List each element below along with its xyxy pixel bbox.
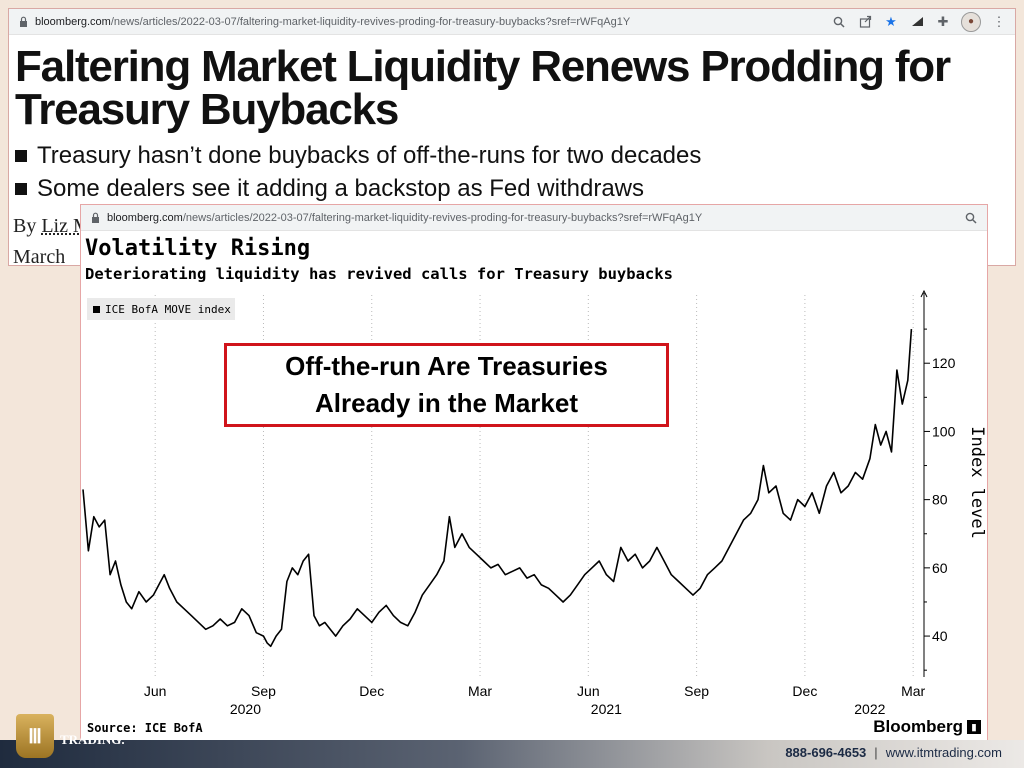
extensions-puzzle-icon[interactable]: ✚ (937, 13, 949, 29)
chart-browser-window: bloomberg.com/news/articles/2022-03-07/f… (80, 204, 988, 742)
x-year-label: 2021 (591, 701, 622, 717)
bullet-text: Some dealers see it adding a backstop as… (37, 175, 644, 202)
y-tick-label: 60 (932, 560, 948, 576)
byline-prefix: By (13, 215, 37, 237)
x-year-label: 2020 (230, 701, 261, 717)
bookmark-star-icon[interactable]: ★ (885, 13, 897, 29)
footer-contact: 888-696-4653 | www.itmtrading.com (785, 745, 1002, 760)
url-path: /news/articles/2022-03-07/faltering-mark… (182, 211, 703, 224)
chart-source: Source: ICE BofA (87, 721, 203, 735)
share-icon[interactable] (857, 14, 873, 30)
url-text[interactable]: bloomberg.com/news/articles/2022-03-07/f… (107, 212, 963, 224)
x-tick-label: Sep (684, 683, 709, 699)
bloomberg-brand: Bloomberg ▮ (873, 717, 981, 737)
x-tick-label: Dec (359, 683, 384, 699)
zoom-icon[interactable] (963, 210, 979, 226)
menu-icon[interactable]: ⋮ (992, 13, 1006, 29)
callout-line-2: Already in the Market (315, 388, 578, 418)
bullet-square-icon (15, 149, 27, 162)
x-tick-label: Mar (468, 683, 492, 699)
bullet-item: Treasury hasn’t done buybacks of off-the… (15, 139, 1015, 172)
address-bar[interactable]: bloomberg.com/news/articles/2022-03-07/f… (9, 9, 1015, 35)
bullet-square-icon (15, 182, 27, 195)
lock-icon (89, 212, 101, 224)
author-link[interactable]: Liz M (41, 215, 91, 237)
move-index-chart: 40 60 80 100 120 Index level Jun Sep Dec Mar Jun Se… (82, 289, 987, 717)
legend-label: ICE BofA MOVE index (105, 302, 231, 316)
bloomberg-logo-icon: ▮ (967, 720, 981, 734)
chart-title: Volatility Rising (85, 236, 311, 261)
url-host: bloomberg.com (107, 211, 183, 224)
bullet-text: Treasury hasn’t done buybacks of off-the… (37, 142, 702, 169)
publish-date: March (9, 242, 1015, 266)
legend-swatch (93, 305, 100, 313)
y-tick-label: 120 (932, 355, 956, 371)
callout-line-1: Off-the-run Are Treasuries (285, 351, 608, 381)
x-tick-label: Mar (901, 683, 925, 699)
chart-address-bar[interactable]: bloomberg.com/news/articles/2022-03-07/f… (81, 205, 987, 231)
lock-icon (17, 16, 29, 28)
chart-legend: ICE BofA MOVE index (87, 298, 235, 320)
x-tick-label: Jun (144, 683, 167, 699)
brand-name: Bloomberg (873, 717, 963, 736)
divider: | (874, 745, 878, 760)
phone-number[interactable]: 888-696-4653 (785, 745, 867, 760)
x-tick-label: Dec (792, 683, 817, 699)
itm-emblem-icon: Ⅲ (16, 714, 54, 758)
series-line-move-index (82, 329, 913, 648)
url-text[interactable]: bloomberg.com/news/articles/2022-03-07/f… (35, 16, 831, 28)
x-tick-label: Sep (251, 683, 276, 699)
logo-wordmark: TRADING. (60, 732, 125, 747)
url-host: bloomberg.com (35, 15, 111, 28)
date-text: March (13, 246, 66, 266)
x-tick-label: Jun (577, 683, 600, 699)
annotation-callout: Off-the-run Are Treasuries Already in th… (224, 343, 669, 427)
x-year-label: 2022 (854, 701, 885, 717)
bullet-item: Some dealers see it adding a backstop as… (15, 172, 1015, 205)
signal-icon[interactable] (909, 14, 925, 30)
byline: By Liz M (9, 205, 1015, 242)
chart-subtitle: Deteriorating liquidity has revived call… (85, 265, 673, 283)
y-tick-label: 80 (932, 492, 948, 508)
footer-bar: 888-696-4653 | www.itmtrading.com (0, 740, 1024, 768)
itm-trading-logo: Ⅲ TRADING. (16, 714, 125, 758)
y-axis-label: Index level (967, 426, 987, 539)
profile-avatar[interactable]: ● (961, 11, 981, 32)
article-bullets: Treasury hasn’t done buybacks of off-the… (9, 131, 1015, 205)
y-axis-arrow (920, 289, 928, 298)
website-link[interactable]: www.itmtrading.com (885, 745, 1002, 760)
article-headline: Faltering Market Liquidity Renews Proddi… (15, 42, 951, 134)
zoom-icon[interactable] (831, 14, 847, 30)
url-path: /news/articles/2022-03-07/faltering-mark… (110, 15, 631, 28)
y-tick-label: 100 (932, 423, 956, 439)
y-tick-label: 40 (932, 628, 948, 644)
